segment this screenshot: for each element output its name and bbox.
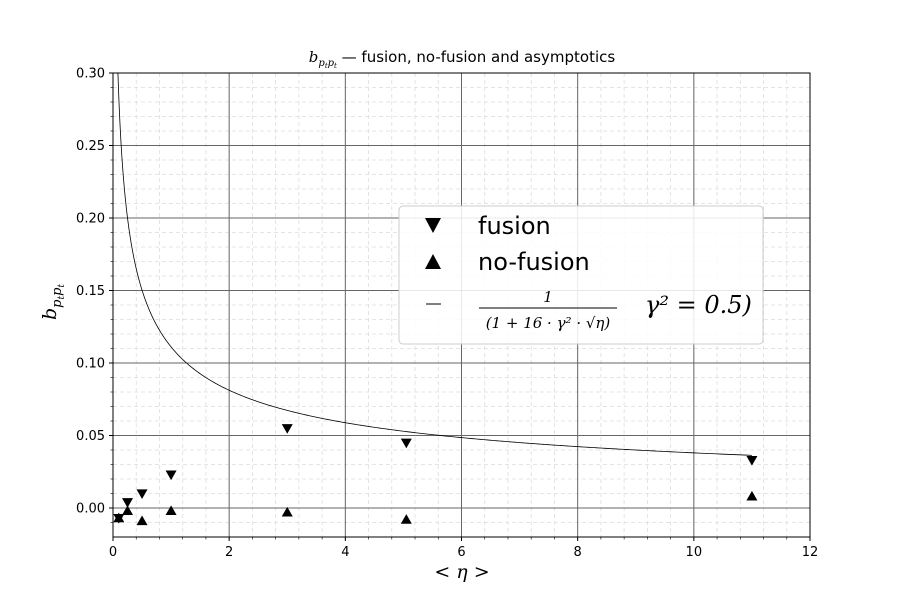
- y-tick-label: 0.00: [76, 502, 105, 517]
- legend-fusion-marker: [425, 218, 441, 233]
- y-axis-label: bptpt: [39, 284, 67, 320]
- nofusion-point: [281, 506, 293, 517]
- y-tick-label: 0.05: [76, 429, 105, 444]
- asymptotic-curve: [114, 72, 752, 456]
- legend: fusion no-fusion 1 (1 + 16 · γ² · √η) γ²…: [398, 205, 764, 345]
- x-axis-label: < η >: [434, 561, 489, 583]
- fusion-point: [746, 456, 758, 466]
- nofusion-point: [122, 505, 134, 516]
- legend-curve-numerator: 1: [543, 288, 553, 306]
- legend-nofusion-label: no-fusion: [478, 248, 590, 276]
- asymptotic-curve-layer: [114, 72, 752, 456]
- nofusion-point: [136, 515, 148, 526]
- y-tick-label: 0.25: [76, 139, 105, 154]
- nofusion-point: [113, 512, 125, 523]
- nofusion-point: [746, 490, 758, 501]
- x-tick-label: 6: [457, 545, 465, 560]
- fusion-point: [165, 470, 177, 481]
- y-tick-label: 0.10: [76, 357, 105, 372]
- fusion-point: [400, 438, 412, 449]
- x-tick-label: 10: [686, 545, 703, 560]
- x-tick-label: 2: [225, 545, 233, 560]
- fusion-point: [122, 498, 134, 508]
- chart-title: bptpt — fusion, no-fusion and asymptotic…: [309, 48, 616, 70]
- nofusion-point: [165, 505, 177, 516]
- x-tick-label: 12: [802, 545, 819, 560]
- legend-fusion-label: fusion: [478, 212, 551, 240]
- y-tick-label: 0.20: [76, 212, 105, 227]
- y-axis: 0.00 0.05 0.10 0.15 0.20 0.25 0.30: [76, 67, 113, 523]
- x-tick-label: 4: [341, 545, 349, 560]
- legend-nofusion-marker: [425, 254, 441, 269]
- markers-layer: [113, 424, 758, 526]
- fusion-point: [136, 489, 148, 499]
- fusion-point: [281, 424, 293, 434]
- legend-curve-extra: γ² = 0.5): [645, 291, 752, 319]
- x-tick-label: 0: [109, 545, 117, 560]
- y-tick-label: 0.30: [76, 67, 105, 82]
- x-tick-label: 8: [574, 545, 582, 560]
- legend-box: [398, 205, 764, 345]
- legend-curve-denominator: (1 + 16 · γ² · √η): [486, 314, 611, 332]
- y-tick-label: 0.15: [76, 284, 105, 299]
- nofusion-point: [400, 514, 412, 524]
- x-axis: 0 2 4 6 8 10 12: [109, 537, 818, 560]
